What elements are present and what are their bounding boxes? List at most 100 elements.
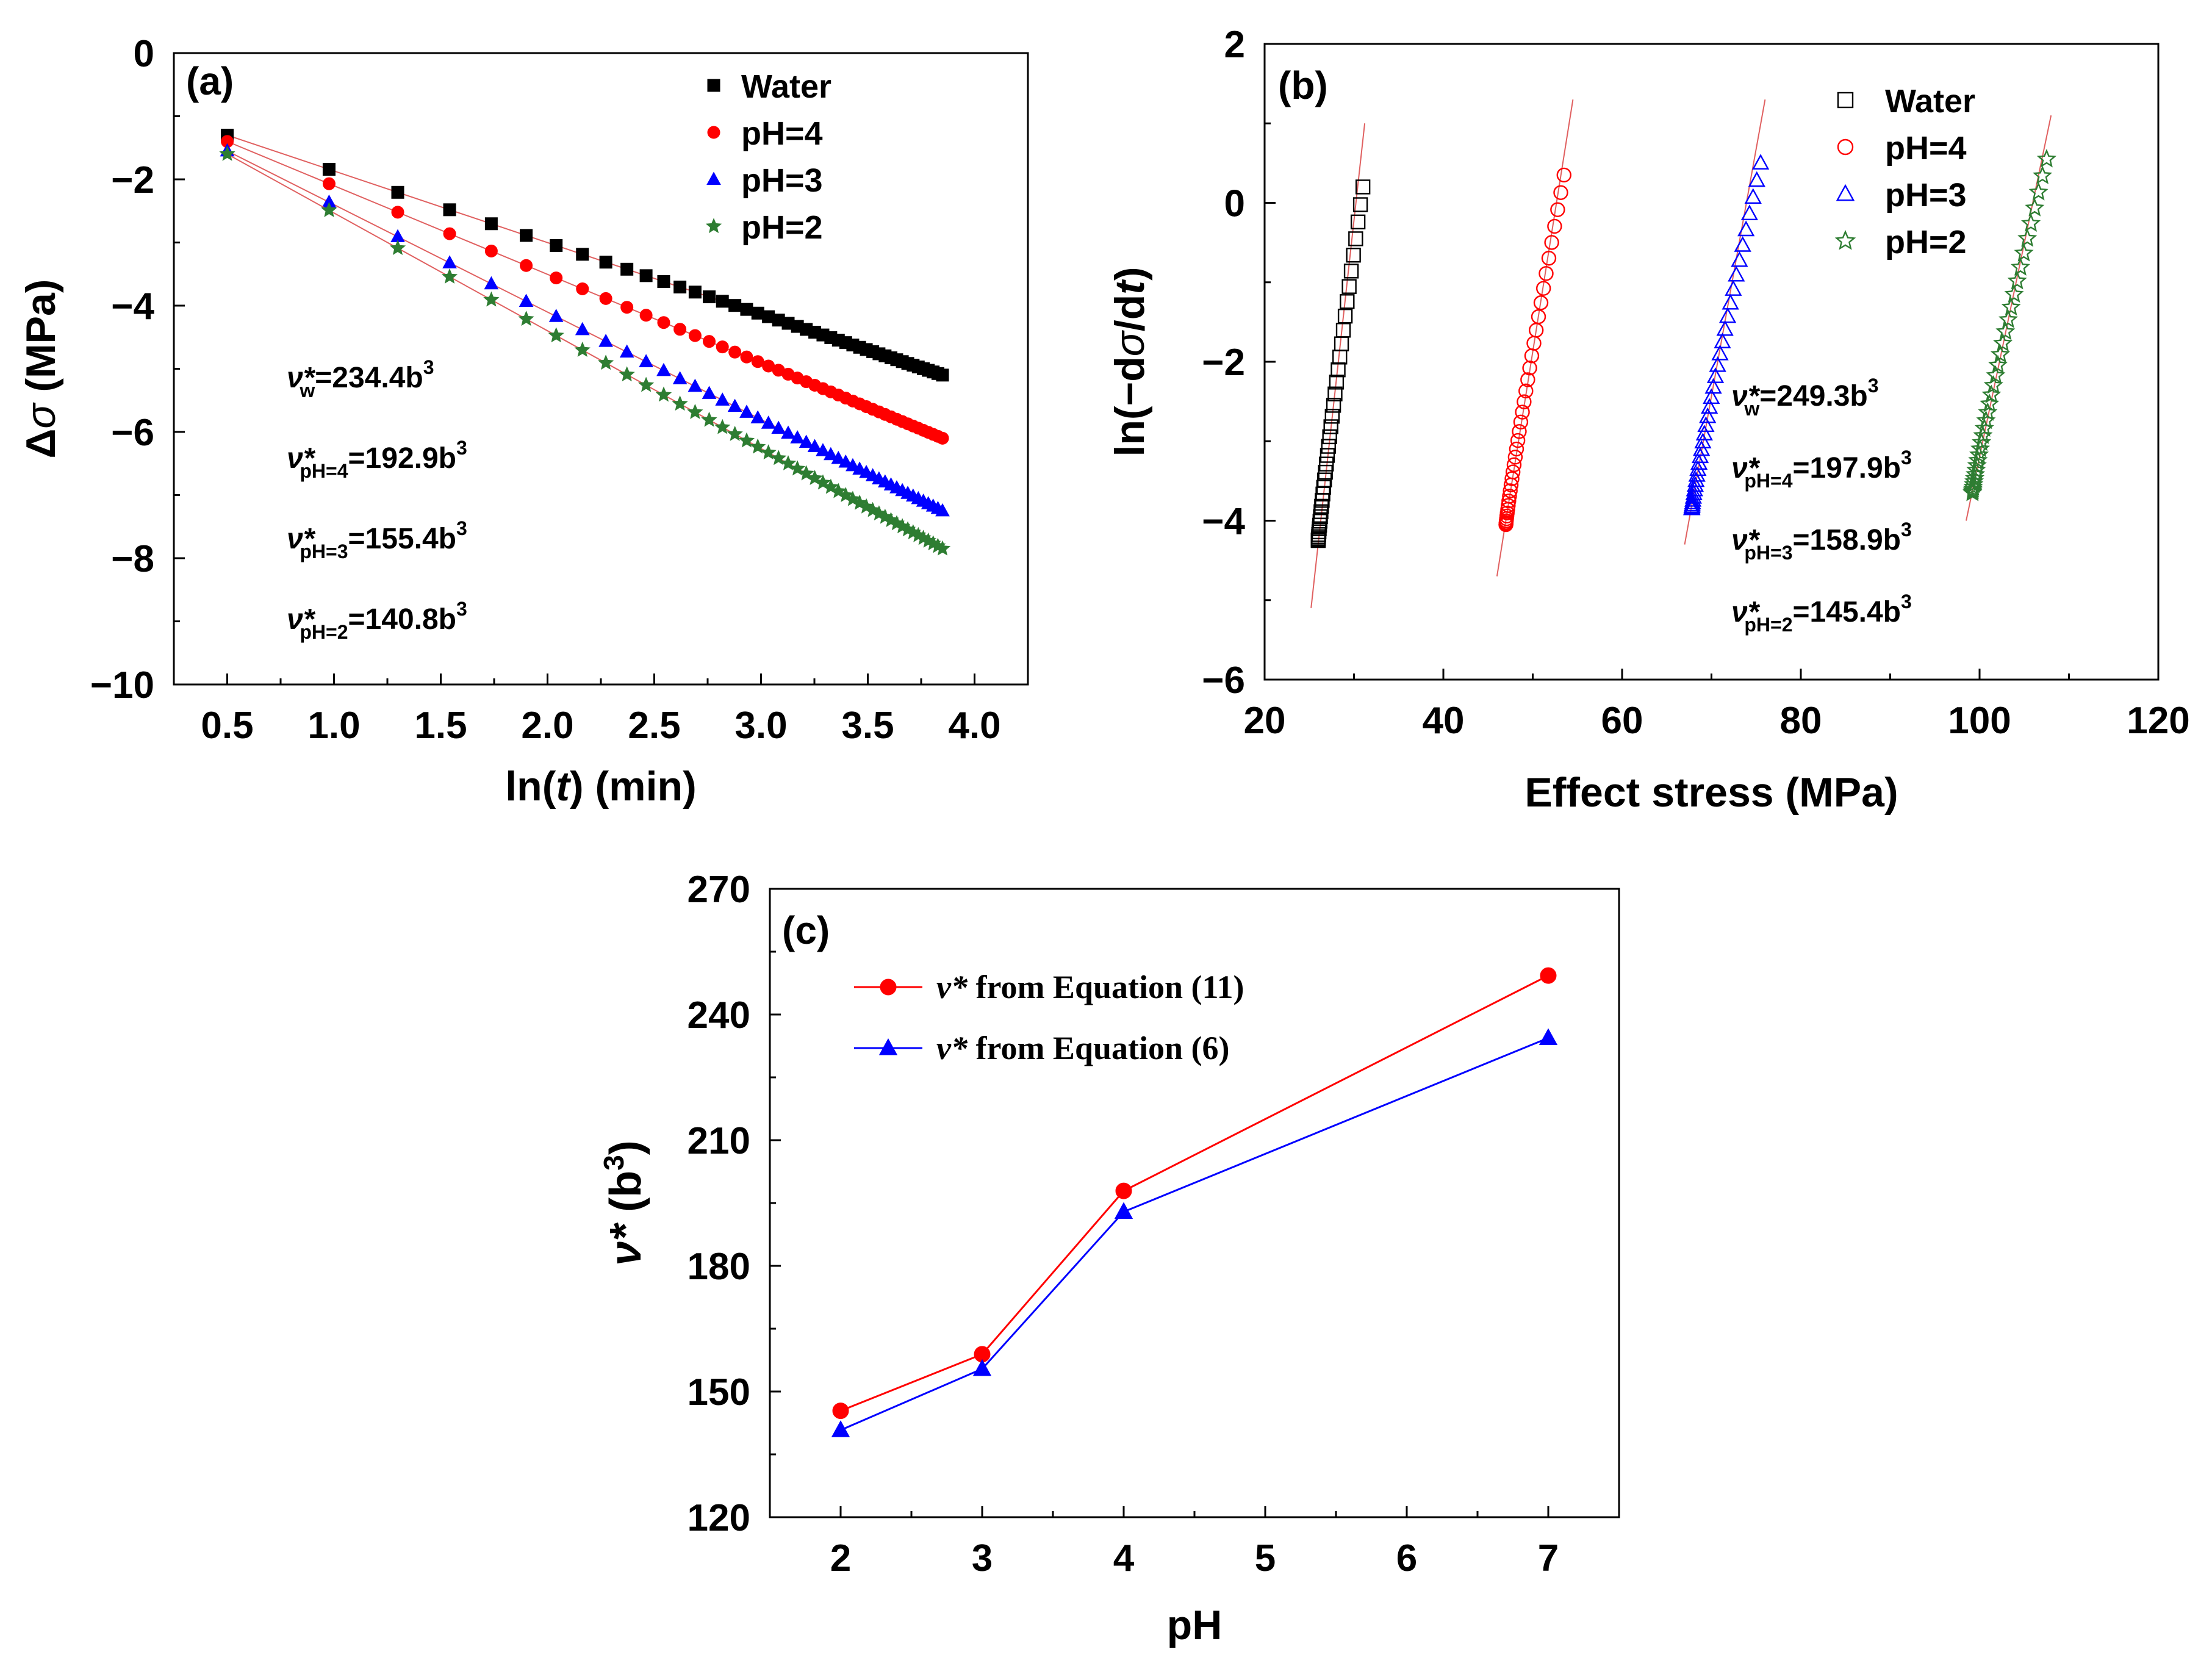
data-point — [620, 262, 634, 276]
data-point — [972, 1359, 992, 1376]
data-point — [852, 494, 868, 510]
data-point — [750, 410, 766, 424]
x-axis-label: ln(t) (min) — [505, 763, 696, 810]
data-point — [739, 404, 754, 418]
data-point — [806, 470, 823, 486]
y-tick-label: 210 — [688, 1120, 750, 1162]
series-0 — [221, 129, 949, 382]
data-point — [1327, 386, 1343, 401]
series-3 — [219, 145, 951, 556]
data-point — [219, 145, 235, 161]
data-point — [2017, 228, 2038, 247]
x-tick-label: 6 — [1396, 1537, 1417, 1579]
x-tick-label: 1.5 — [414, 705, 467, 747]
data-point — [688, 329, 702, 342]
legend-marker — [1836, 184, 1855, 201]
x-tick-label: 80 — [1780, 700, 1822, 742]
data-point — [1693, 440, 1711, 456]
y-tick-label: −10 — [90, 664, 154, 706]
data-point — [518, 311, 534, 326]
data-point — [1512, 424, 1527, 439]
y-tick-label: 270 — [688, 869, 750, 911]
data-point — [822, 478, 839, 494]
x-tick-label: 2 — [830, 1537, 851, 1579]
x-tick-label: 120 — [2127, 700, 2189, 742]
data-point — [1539, 1028, 1558, 1046]
annotation-1: ν*pH=4=197.9b3 — [1731, 447, 1912, 492]
data-point — [1348, 231, 1363, 246]
data-point — [936, 368, 949, 382]
data-point — [1540, 967, 1557, 984]
data-point — [2028, 182, 2049, 201]
y-axis-label: Δσ (MPa) — [18, 279, 64, 459]
legend-label: Water — [1885, 83, 1975, 120]
series-1 — [831, 1028, 1558, 1437]
data-point — [1728, 265, 1745, 282]
data-point — [1322, 429, 1337, 445]
y-tick-label: −4 — [111, 286, 154, 328]
series-3 — [1962, 115, 2056, 521]
data-point — [1969, 444, 1989, 464]
data-point — [1501, 498, 1516, 513]
data-point — [1517, 394, 1532, 409]
y-tick-label: −2 — [1202, 342, 1245, 384]
x-tick-label: 0.5 — [201, 705, 253, 747]
data-point — [575, 321, 590, 336]
data-point — [1503, 483, 1518, 498]
x-tick-label: 2.5 — [628, 705, 680, 747]
annotation-2: ν*pH=3=158.9b3 — [1731, 519, 1912, 564]
data-point — [1683, 495, 1701, 512]
data-point — [831, 450, 846, 464]
data-point — [656, 362, 671, 376]
data-point — [1744, 188, 1762, 204]
y-tick-label: 150 — [688, 1371, 750, 1413]
data-point — [672, 371, 688, 384]
legend-marker — [1834, 229, 1856, 250]
data-point — [576, 248, 589, 261]
legend-marker — [878, 1038, 898, 1055]
data-point — [1709, 356, 1726, 372]
data-point — [2010, 257, 2030, 276]
y-tick-label: −2 — [111, 159, 154, 201]
data-point — [935, 503, 950, 517]
data-point — [597, 354, 614, 370]
data-point — [727, 425, 743, 441]
data-point — [934, 540, 951, 556]
data-point — [1714, 332, 1731, 348]
data-point — [740, 350, 753, 364]
data-point — [1718, 307, 1737, 323]
data-point — [716, 340, 729, 354]
data-point — [816, 443, 830, 456]
data-point — [484, 217, 498, 231]
y-tick-label: −4 — [1202, 501, 1245, 543]
data-point — [1998, 309, 2018, 328]
y-tick-label: −8 — [111, 538, 154, 580]
data-point — [750, 438, 766, 454]
data-point — [771, 420, 786, 434]
data-point — [441, 268, 458, 284]
data-point — [1701, 398, 1718, 414]
data-point — [936, 431, 949, 445]
data-point — [838, 454, 853, 468]
y-axis-label: ln(−dσ/dt) — [1107, 267, 1153, 456]
data-point — [1319, 456, 1334, 472]
legend-marker — [880, 979, 897, 996]
data-point — [520, 229, 533, 242]
x-tick-label: 40 — [1423, 700, 1465, 742]
y-tick-label: −6 — [111, 412, 154, 454]
data-point — [1531, 309, 1546, 325]
data-point — [1556, 167, 1571, 183]
data-point — [1687, 471, 1705, 487]
data-point — [846, 458, 860, 472]
data-point — [2036, 148, 2056, 168]
legend-marker — [705, 218, 722, 234]
data-point — [574, 342, 591, 357]
data-point — [1550, 202, 1565, 217]
data-point — [1507, 450, 1523, 465]
data-point — [548, 309, 564, 322]
data-point — [2004, 284, 2024, 303]
annotation-0: ν*w=249.3b3 — [1731, 375, 1879, 420]
x-tick-label: 3.0 — [734, 705, 787, 747]
data-point — [1547, 218, 1562, 234]
data-point — [1509, 441, 1524, 457]
